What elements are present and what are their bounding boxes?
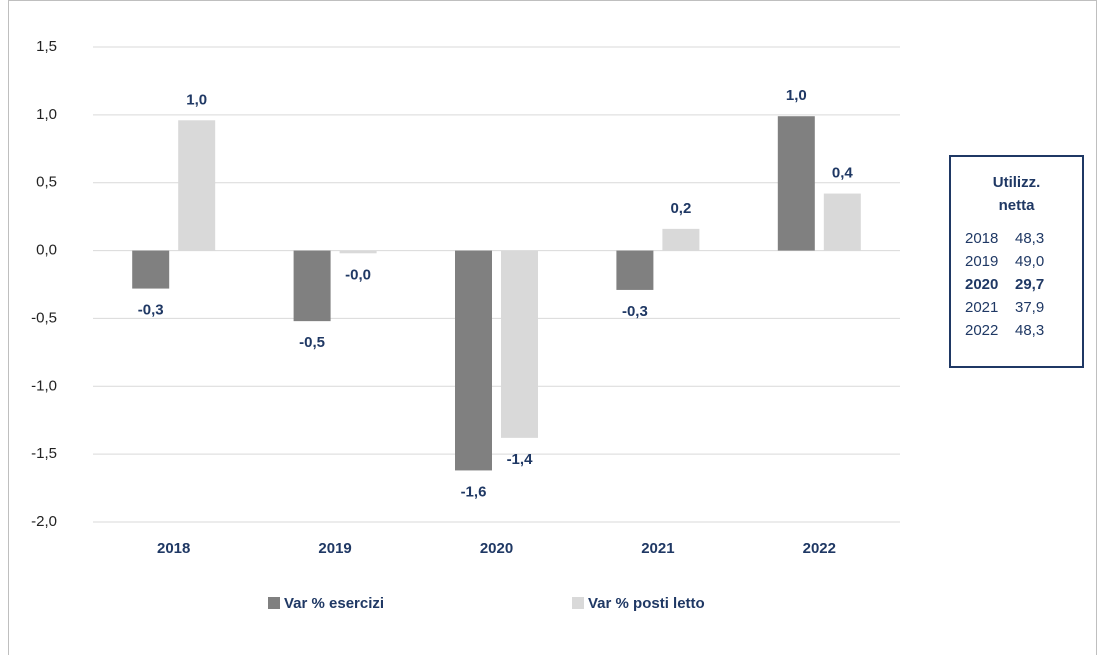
bar xyxy=(662,228,700,251)
legend-label: Var % esercizi xyxy=(284,595,384,612)
y-tick-label: 0,5 xyxy=(36,174,57,191)
bar xyxy=(823,193,861,251)
side-table: Utilizz. netta 2018 48,3 2019 49,0 2020 29,7 2… xyxy=(949,155,1084,368)
bar xyxy=(293,250,331,322)
data-label: 0,4 xyxy=(832,165,854,182)
y-tick-label: -1,0 xyxy=(31,377,57,394)
side-table-year: 2021 xyxy=(965,299,999,316)
data-label: -0,0 xyxy=(345,266,371,283)
side-table-row: 2022 48,3 xyxy=(951,319,1082,342)
data-label: -0,3 xyxy=(622,303,648,320)
side-table-value: 37,9 xyxy=(1015,299,1045,316)
legend-label: Var % posti letto xyxy=(588,595,705,612)
bar xyxy=(777,116,815,251)
data-label: -1,4 xyxy=(507,451,534,468)
bar xyxy=(616,250,654,290)
bar xyxy=(339,250,377,254)
x-tick-label: 2019 xyxy=(318,540,351,557)
data-label: 0,2 xyxy=(670,200,691,217)
bar xyxy=(501,250,538,438)
y-tick-label: -1,5 xyxy=(31,445,57,462)
bar xyxy=(178,120,216,251)
side-table-title: Utilizz. netta xyxy=(992,174,1041,214)
x-tick-label: 2022 xyxy=(803,540,836,557)
y-tick-label: -0,5 xyxy=(31,309,57,326)
side-table-year: 2018 xyxy=(965,230,999,247)
y-tick-label: 1,0 xyxy=(36,106,57,123)
y-tick-label: 0,0 xyxy=(36,242,57,259)
side-table-value: 29,7 xyxy=(1015,276,1045,293)
data-label: 1,0 xyxy=(786,87,807,104)
side-table-value: 48,3 xyxy=(1015,230,1045,247)
x-tick-label: 2020 xyxy=(480,540,513,557)
data-label: -0,3 xyxy=(138,302,164,319)
x-tick-label: 2018 xyxy=(157,540,190,557)
data-label: -0,5 xyxy=(299,334,325,351)
bar xyxy=(132,250,170,289)
y-tick-label: 1,5 xyxy=(36,38,57,55)
side-table-year: 2019 xyxy=(965,253,999,270)
side-table-year: 2020 xyxy=(965,276,999,293)
data-label: -1,6 xyxy=(461,483,487,500)
side-table-row: 2019 49,0 xyxy=(951,250,1082,273)
side-table-value: 48,3 xyxy=(1015,322,1045,339)
side-table-value: 49,0 xyxy=(1015,253,1045,270)
legend-swatch xyxy=(572,597,584,609)
side-table-row: 2021 37,9 xyxy=(951,296,1082,319)
x-tick-label: 2021 xyxy=(641,540,674,557)
side-table-year: 2022 xyxy=(965,322,999,339)
data-label: 1,0 xyxy=(186,91,207,108)
bar xyxy=(455,250,492,471)
legend-swatch xyxy=(268,597,280,609)
frame xyxy=(8,0,1097,655)
y-tick-label: -2,0 xyxy=(31,513,57,530)
side-table-row: 2020 29,7 xyxy=(951,273,1082,296)
side-table-row: 2018 48,3 xyxy=(951,227,1082,250)
